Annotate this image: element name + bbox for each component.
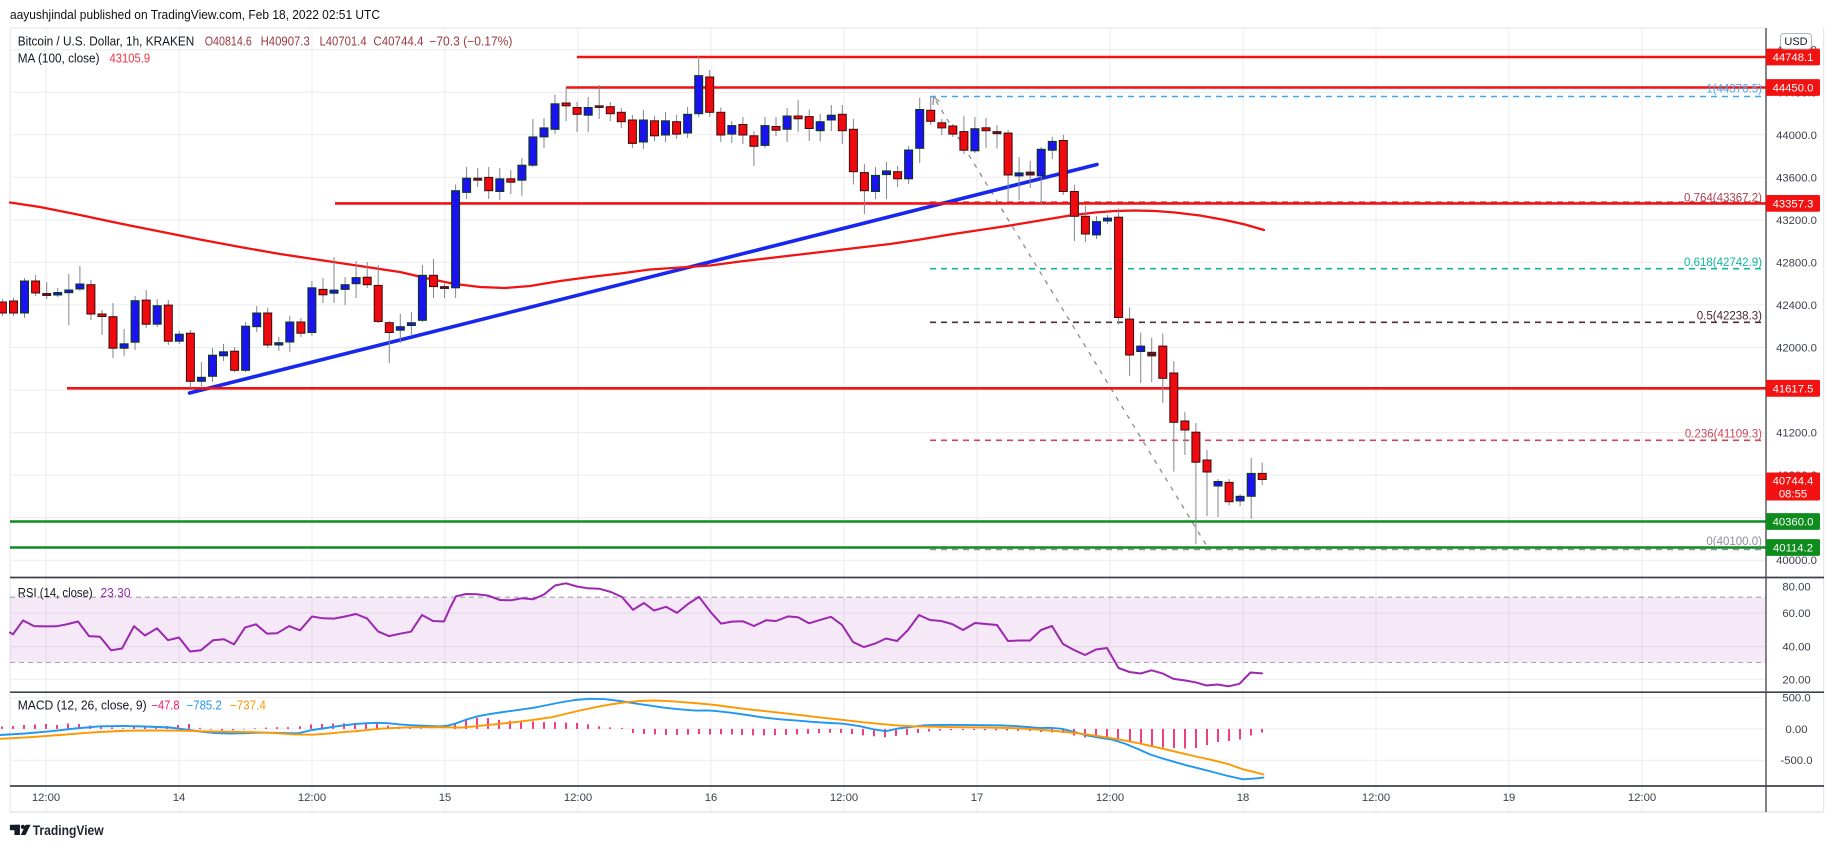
svg-text:−70.3 (−0.17%): −70.3 (−0.17%) xyxy=(429,34,512,48)
svg-text:20.00: 20.00 xyxy=(1782,674,1810,686)
svg-text:15: 15 xyxy=(439,792,452,804)
svg-text:43357.3: 43357.3 xyxy=(1773,198,1814,210)
svg-text:−47.8: −47.8 xyxy=(152,699,180,713)
svg-text:18: 18 xyxy=(1237,792,1250,804)
svg-text:42800.0: 42800.0 xyxy=(1776,257,1817,269)
svg-text:41200.0: 41200.0 xyxy=(1776,428,1817,440)
svg-text:40360.0: 40360.0 xyxy=(1773,517,1814,529)
svg-text:0.764(43367.2): 0.764(43367.2) xyxy=(1684,193,1762,205)
svg-text:−785.2: −785.2 xyxy=(187,699,222,713)
svg-text:12:00: 12:00 xyxy=(564,792,592,804)
svg-text:17: 17 xyxy=(971,792,984,804)
svg-text:12:00: 12:00 xyxy=(32,792,60,804)
svg-text:12:00: 12:00 xyxy=(298,792,326,804)
svg-text:C40744.4: C40744.4 xyxy=(373,34,423,48)
svg-text:42000.0: 42000.0 xyxy=(1776,343,1817,355)
svg-text:-500.0: -500.0 xyxy=(1780,755,1812,767)
svg-text:0(40100.0): 0(40100.0) xyxy=(1706,536,1762,548)
svg-text:80.00: 80.00 xyxy=(1782,582,1810,594)
svg-text:44000.0: 44000.0 xyxy=(1776,130,1817,142)
svg-text:−737.4: −737.4 xyxy=(230,699,266,713)
svg-text:0.618(42742.9): 0.618(42742.9) xyxy=(1684,257,1762,269)
svg-text:TradingView: TradingView xyxy=(33,822,104,838)
svg-text:42400.0: 42400.0 xyxy=(1776,300,1817,312)
svg-text:12:00: 12:00 xyxy=(1096,792,1124,804)
svg-text:44450.0: 44450.0 xyxy=(1773,83,1814,95)
svg-text:RSI (14, close): RSI (14, close) xyxy=(18,586,93,600)
svg-text:44748.1: 44748.1 xyxy=(1773,52,1814,64)
svg-text:0.236(41109.3): 0.236(41109.3) xyxy=(1685,429,1762,441)
svg-text:0.5(42238.3): 0.5(42238.3) xyxy=(1697,311,1762,323)
svg-text:40000.0: 40000.0 xyxy=(1776,555,1817,567)
svg-text:14: 14 xyxy=(173,792,186,804)
svg-text:43200.0: 43200.0 xyxy=(1776,215,1817,227)
svg-text:12:00: 12:00 xyxy=(830,792,858,804)
svg-text:1(44376.5): 1(44376.5) xyxy=(1706,84,1762,96)
svg-text:MACD (12, 26, close, 9): MACD (12, 26, close, 9) xyxy=(18,699,147,713)
svg-text:O40814.6: O40814.6 xyxy=(205,34,252,48)
svg-text:08:55: 08:55 xyxy=(1779,489,1807,501)
svg-text:MA (100, close): MA (100, close) xyxy=(18,52,100,66)
svg-text:19: 19 xyxy=(1503,792,1516,804)
svg-text:41617.5: 41617.5 xyxy=(1773,383,1814,395)
svg-text:16: 16 xyxy=(705,792,718,804)
svg-text:60.00: 60.00 xyxy=(1782,608,1810,620)
svg-text:40.00: 40.00 xyxy=(1782,642,1810,654)
svg-text:Bitcoin / U.S. Dollar, 1h, KRA: Bitcoin / U.S. Dollar, 1h, KRAKEN xyxy=(18,34,195,48)
svg-text:500.0: 500.0 xyxy=(1782,693,1810,705)
svg-text:aayushjindal published on Trad: aayushjindal published on TradingView.co… xyxy=(10,7,380,22)
svg-text:43600.0: 43600.0 xyxy=(1776,172,1817,184)
svg-text:USD: USD xyxy=(1784,36,1807,48)
svg-text:H40907.3: H40907.3 xyxy=(261,34,310,48)
svg-text:12:00: 12:00 xyxy=(1362,792,1390,804)
svg-text:43105.9: 43105.9 xyxy=(110,52,151,66)
svg-text:23.30: 23.30 xyxy=(101,586,131,600)
svg-text:12:00: 12:00 xyxy=(1628,792,1656,804)
svg-text:40744.4: 40744.4 xyxy=(1773,476,1814,488)
svg-text:40114.2: 40114.2 xyxy=(1773,543,1813,555)
svg-text:L40701.4: L40701.4 xyxy=(320,34,367,48)
svg-text:0.00: 0.00 xyxy=(1786,724,1808,736)
